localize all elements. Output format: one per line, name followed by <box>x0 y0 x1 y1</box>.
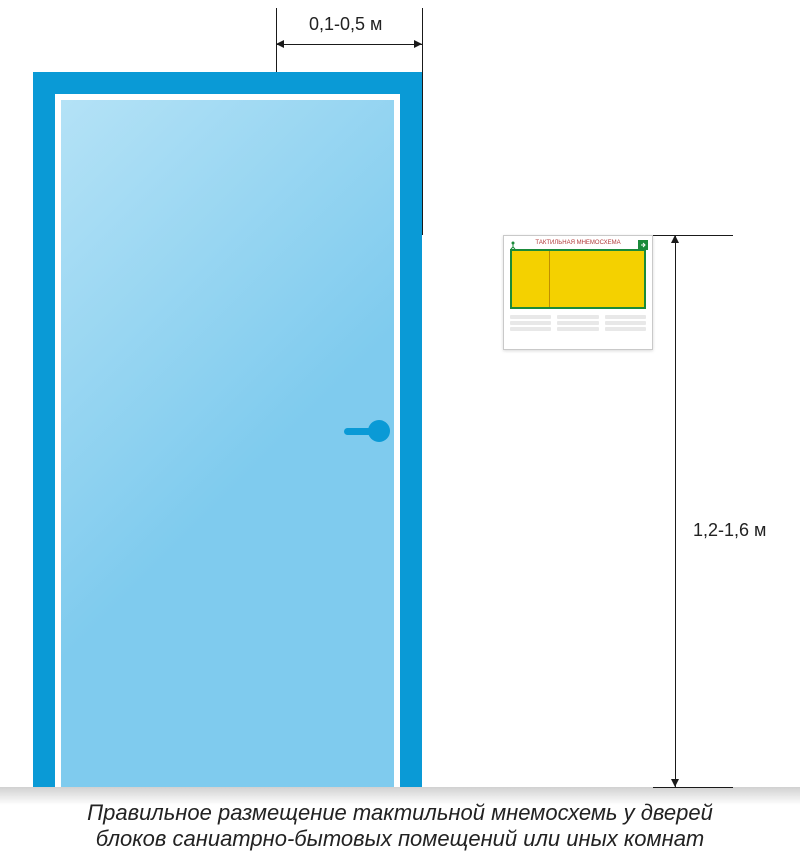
sign-title: ТАКТИЛЬНАЯ МНЕМОСХЕМА <box>510 240 646 246</box>
door-frame-left <box>33 72 55 787</box>
caption: Правильное размещение тактильной мнемосх… <box>0 800 800 852</box>
door-leaf <box>61 100 394 787</box>
caption-line-1: Правильное размещение тактильной мнемосх… <box>0 800 800 826</box>
tactile-sign: ТАКТИЛЬНАЯ МНЕМОСХЕМА <box>503 235 653 350</box>
dimension-horizontal-label: 0,1-0,5 м <box>309 14 382 35</box>
diagram-stage: ТАКТИЛЬНАЯ МНЕМОСХЕМА 0,1-0,5 м 1,2-1,6 … <box>0 0 800 859</box>
caption-line-2: блоков саниатрно-бытовых помещений или и… <box>0 826 800 852</box>
door-handle <box>368 420 390 442</box>
sign-floor-plan <box>510 249 646 309</box>
door-handle-lever <box>344 428 372 435</box>
door-frame-right <box>400 72 422 787</box>
dimension-vertical-label: 1,2-1,6 м <box>693 520 766 541</box>
sign-legend <box>510 313 646 344</box>
door-frame-top <box>33 72 422 94</box>
